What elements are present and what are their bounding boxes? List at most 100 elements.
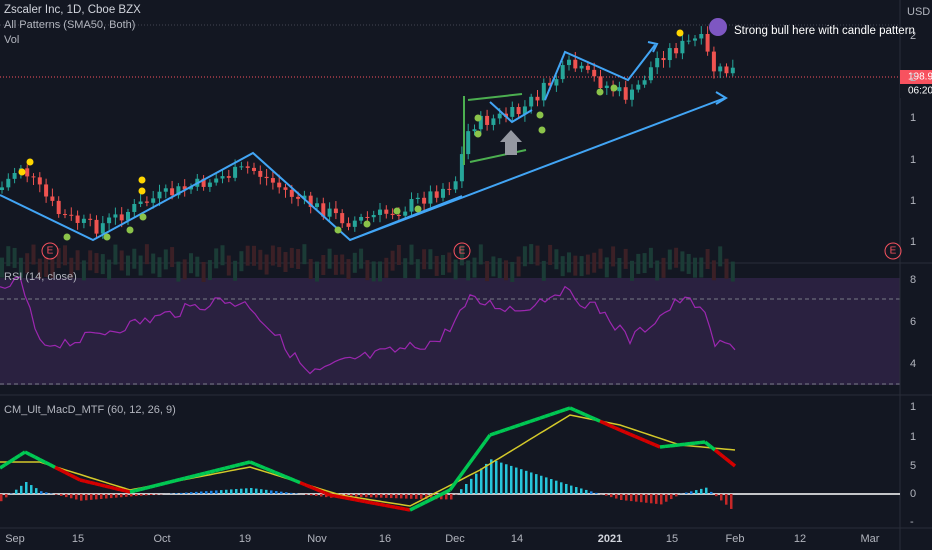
macd-segment — [559, 408, 566, 414]
macd-segment — [644, 439, 651, 445]
macd-segment — [519, 421, 526, 427]
candle-body — [151, 198, 156, 203]
price-label: 1 — [910, 236, 916, 248]
histogram-bar — [725, 494, 728, 505]
macd-segment — [184, 475, 191, 480]
countdown-tag — [900, 84, 932, 98]
macd-segment — [414, 503, 421, 510]
histogram-bar — [635, 494, 638, 502]
macd-segment — [544, 413, 551, 419]
volume-bar — [352, 252, 357, 273]
candle-body — [0, 187, 4, 190]
pattern-dot — [138, 176, 146, 184]
trendline — [349, 97, 726, 241]
pattern-dot — [18, 168, 26, 176]
histogram-bar — [290, 492, 293, 494]
pattern-dot — [536, 111, 544, 119]
volume-bar — [573, 255, 578, 276]
volume-bar — [693, 257, 697, 278]
macd-segment — [708, 444, 717, 452]
histogram-bar — [195, 491, 198, 494]
candle-body — [422, 197, 427, 204]
histogram-bar — [215, 490, 218, 494]
histogram-bar — [730, 494, 733, 509]
candle-body — [711, 51, 716, 72]
histogram-bar — [140, 494, 143, 496]
pattern-arrow — [500, 130, 522, 155]
zigzag — [489, 101, 533, 124]
candle-body — [655, 58, 660, 68]
candle-body — [478, 115, 483, 130]
macd-segment — [204, 470, 211, 475]
candle-body — [88, 218, 93, 220]
candle-body — [636, 84, 641, 90]
histogram-bar — [270, 490, 273, 494]
macd-segment — [614, 426, 621, 432]
histogram-bar — [265, 489, 268, 494]
histogram-bar — [560, 482, 563, 494]
macd-segment — [74, 475, 81, 482]
histogram-bar — [625, 494, 628, 501]
pattern-dot — [610, 84, 618, 92]
macd-segment — [624, 430, 631, 436]
rsi-label: 8 — [910, 274, 916, 286]
candle-body — [403, 211, 408, 216]
candle-body — [113, 214, 118, 218]
volume-bar — [459, 245, 464, 266]
candle-body — [296, 196, 301, 199]
volume-bar — [18, 257, 23, 278]
histogram-bar — [630, 494, 633, 502]
histogram-bar — [580, 488, 583, 494]
macd-segment — [114, 486, 121, 492]
macd-segment — [284, 474, 291, 481]
time-label: Feb — [726, 533, 745, 545]
pattern-dot — [596, 88, 604, 96]
macd-segment — [219, 466, 226, 472]
volume-bar — [541, 260, 546, 281]
histogram-bar — [150, 494, 153, 495]
macd-segment — [689, 441, 696, 446]
histogram-bar — [640, 494, 643, 503]
time-label: 2021 — [598, 533, 622, 545]
macd-segment — [179, 476, 186, 482]
candle-body — [718, 66, 723, 72]
earnings-badge — [453, 242, 471, 260]
volume-bar — [724, 258, 729, 279]
histogram-bar — [495, 460, 498, 494]
price-label: 1 — [910, 112, 916, 124]
candle-body — [686, 40, 691, 42]
pattern-dot — [63, 233, 71, 241]
histogram-bar — [30, 485, 33, 494]
histogram-bar — [480, 468, 483, 494]
macd-segment — [564, 406, 571, 412]
histogram-bar — [590, 491, 593, 494]
histogram-bar — [275, 491, 278, 494]
macd-segment — [664, 444, 671, 449]
price-label: 2 — [910, 30, 916, 42]
volume-bar — [12, 247, 17, 268]
macd-segment — [174, 477, 181, 483]
histogram-bar — [210, 490, 213, 494]
volume-bar — [592, 252, 597, 273]
macd-segment — [259, 464, 266, 470]
histogram-bar — [80, 494, 83, 501]
candle-body — [415, 197, 420, 200]
time-label: Nov — [307, 533, 327, 545]
macd-segment — [314, 487, 321, 493]
volume-bar — [44, 256, 49, 277]
candle-body — [138, 201, 143, 205]
histogram-bar — [355, 494, 358, 497]
volume-bar — [100, 254, 105, 275]
volume-bar — [560, 256, 565, 277]
volume-bar — [37, 258, 42, 279]
histogram-bar — [710, 491, 713, 494]
candle-body — [384, 209, 389, 214]
pattern-dot — [334, 226, 342, 234]
volume-bar — [126, 255, 130, 276]
candle-body — [390, 213, 395, 216]
histogram-bar — [570, 485, 573, 494]
histogram-bar — [125, 494, 128, 497]
histogram-bar — [500, 462, 503, 494]
rsi-label: 6 — [910, 316, 916, 328]
histogram-bar — [545, 477, 548, 494]
